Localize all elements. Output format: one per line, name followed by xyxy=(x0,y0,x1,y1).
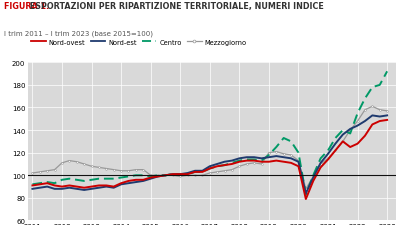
Text: FIGURA 1.: FIGURA 1. xyxy=(4,2,49,11)
Text: I trim 2011 – I trim 2023 (base 2015=100): I trim 2011 – I trim 2023 (base 2015=100… xyxy=(4,30,153,37)
Legend: Nord-ovest, Nord-est, Centro, Mezzogiorno: Nord-ovest, Nord-est, Centro, Mezzogiorn… xyxy=(31,40,246,45)
Text: ESPORTAZIONI PER RIPARTIZIONE TERRITORIALE, NUMERI INDICE: ESPORTAZIONI PER RIPARTIZIONE TERRITORIA… xyxy=(27,2,324,11)
